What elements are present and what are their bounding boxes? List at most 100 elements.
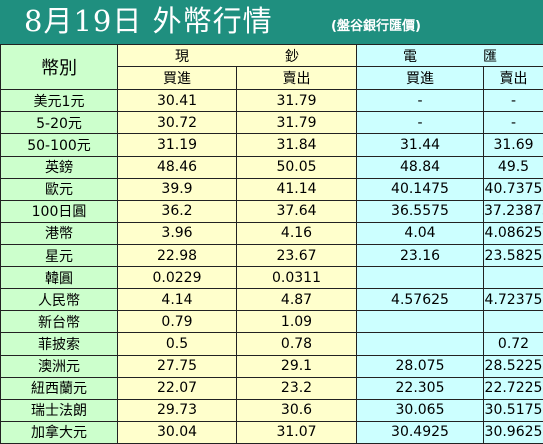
- cash-buy-cell: 31.19: [117, 133, 237, 157]
- tt-buy-cell: 4.57625: [356, 288, 484, 312]
- header-currency: 幣別: [0, 43, 118, 91]
- currency-cell: 歐元: [0, 177, 118, 201]
- table-row: 新台幣 0.79 1.09: [0, 310, 543, 334]
- header-cash-sell: 賣出: [236, 66, 357, 91]
- cash-sell-cell: 29.1: [236, 354, 357, 378]
- cash-buy-cell: 0.5: [117, 332, 237, 356]
- cash-sell-cell: 31.07: [236, 420, 357, 444]
- cash-buy-cell: 22.07: [117, 376, 237, 400]
- header-row-sub: 買進 賣出 買進 賣出: [1, 66, 543, 91]
- tt-buy-cell: [356, 332, 484, 356]
- header-tt-buy: 買進: [356, 66, 484, 91]
- currency-cell: 新台幣: [0, 310, 118, 334]
- tt-buy-cell: 30.065: [356, 398, 484, 422]
- cash-sell-cell: 4.16: [236, 221, 357, 245]
- table-row: 星元 22.98 23.67 23.16 23.5825: [0, 243, 543, 268]
- tt-buy-cell: 23.16: [356, 243, 484, 268]
- cash-sell-cell: 23.2: [236, 376, 357, 400]
- header-tt-group: 電匯: [356, 43, 543, 68]
- currency-cell: 英鎊: [0, 155, 118, 179]
- tt-sell-cell: 31.69: [483, 133, 543, 157]
- currency-cell: 韓圓: [0, 266, 118, 290]
- cash-buy-cell: 30.04: [117, 420, 237, 444]
- tt-sell-cell: 49.5: [483, 155, 543, 179]
- cash-sell-cell: 30.6: [236, 398, 357, 422]
- cash-sell-cell: 31.84: [236, 133, 357, 157]
- cash-sell-cell: 31.79: [236, 89, 357, 113]
- currency-cell: 加拿大元: [0, 420, 118, 444]
- header-tt-char-1: 電: [403, 48, 417, 65]
- tt-buy-cell: 28.075: [356, 354, 484, 378]
- tt-buy-cell: 40.1475: [356, 177, 484, 201]
- tt-sell-cell: -: [483, 89, 543, 113]
- cash-sell-cell: 50.05: [236, 155, 357, 179]
- header-cash-buy: 買進: [117, 66, 237, 91]
- tt-sell-cell: 37.23875: [483, 199, 543, 223]
- cash-buy-cell: 3.96: [117, 221, 237, 245]
- table-row: 紐西蘭元 22.07 23.2 22.305 22.7225: [0, 376, 543, 400]
- currency-cell: 澳洲元: [0, 354, 118, 378]
- cash-buy-cell: 36.2: [117, 199, 237, 223]
- tt-sell-cell: 23.5825: [483, 243, 543, 268]
- table-row: 歐元 39.9 41.14 40.1475 40.7375: [0, 177, 543, 201]
- table-row: 澳洲元 27.75 29.1 28.075 28.5225: [0, 354, 543, 378]
- cash-buy-cell: 48.46: [117, 155, 237, 179]
- tt-buy-cell: -: [356, 89, 484, 113]
- cash-buy-cell: 39.9: [117, 177, 237, 201]
- tt-buy-cell: 22.305: [356, 376, 484, 400]
- currency-cell: 紐西蘭元: [0, 376, 118, 400]
- table-row: 菲披索 0.5 0.78 0.72: [0, 332, 543, 356]
- tt-buy-cell: 30.4925: [356, 420, 484, 444]
- table-row: 英鎊 48.46 50.05 48.84 49.5: [0, 155, 543, 179]
- cash-buy-cell: 27.75: [117, 354, 237, 378]
- table-row: 瑞士法朗 29.73 30.6 30.065 30.5175: [0, 398, 543, 422]
- page-title: 8月19日 外幣行情: [24, 4, 273, 38]
- currency-cell: 菲披索: [0, 332, 118, 356]
- currency-cell: 100日圓: [0, 199, 118, 223]
- header-cash-char-1: 現: [175, 48, 189, 65]
- currency-cell: 港幣: [0, 221, 118, 245]
- title-bar: 8月19日 外幣行情 (盤谷銀行匯價): [0, 0, 543, 44]
- cash-sell-cell: 31.79: [236, 111, 357, 135]
- tt-sell-cell: [483, 266, 543, 290]
- header-cash-group: 現鈔: [117, 43, 357, 68]
- currency-cell: 瑞士法朗: [0, 398, 118, 422]
- header-tt-char-2: 匯: [483, 48, 497, 65]
- tt-buy-cell: [356, 310, 484, 334]
- exchange-rate-table: 幣別 現鈔 電匯 買進 賣出 買進 賣出 美元1元 30.41 31.79- -5-2…: [0, 43, 543, 444]
- tt-sell-cell: 4.72375: [483, 288, 543, 312]
- cash-sell-cell: 4.87: [236, 288, 357, 312]
- cash-buy-cell: 22.98: [117, 243, 237, 268]
- cash-buy-cell: 30.72: [117, 111, 237, 135]
- tt-sell-cell: 22.7225: [483, 376, 543, 400]
- header-tt-sell: 賣出: [483, 66, 543, 91]
- table-body: 幣別 現鈔 電匯 買進 賣出 買進 賣出 美元1元 30.41 31.79- -5-2…: [0, 43, 543, 444]
- source-note: (盤谷銀行匯價): [331, 19, 421, 34]
- cash-buy-cell: 30.41: [117, 89, 237, 113]
- tt-buy-cell: 4.04: [356, 221, 484, 245]
- table-row: 美元1元 30.41 31.79- -: [0, 89, 543, 113]
- cash-sell-cell: 23.67: [236, 243, 357, 268]
- table-row: 港幣 3.96 4.16 4.04 4.08625: [0, 221, 543, 245]
- currency-cell: 50-100元: [0, 133, 118, 157]
- tt-sell-cell: 4.08625: [483, 221, 543, 245]
- table-row: 人民幣 4.14 4.87 4.57625 4.72375: [0, 288, 543, 312]
- cash-sell-cell: 41.14: [236, 177, 357, 201]
- tt-sell-cell: 30.9625: [483, 420, 543, 444]
- cash-sell-cell: 1.09: [236, 310, 357, 334]
- header-row-group: 幣別 現鈔 電匯: [0, 43, 543, 91]
- tt-sell-cell: [483, 310, 543, 334]
- cash-sell-cell: 0.78: [236, 332, 357, 356]
- tt-buy-cell: [356, 266, 484, 290]
- table-row: 5-20元 30.72 31.79- -: [0, 111, 543, 135]
- cash-buy-cell: 0.0229: [117, 266, 237, 290]
- table-row: 韓圓 0.0229 0.0311: [0, 266, 543, 290]
- tt-buy-cell: 31.44: [356, 133, 484, 157]
- tt-sell-cell: -: [483, 111, 543, 135]
- tt-sell-cell: 40.7375: [483, 177, 543, 201]
- tt-sell-cell: 0.72: [483, 332, 543, 356]
- cash-sell-cell: 0.0311: [236, 266, 357, 290]
- currency-cell: 星元: [0, 243, 118, 268]
